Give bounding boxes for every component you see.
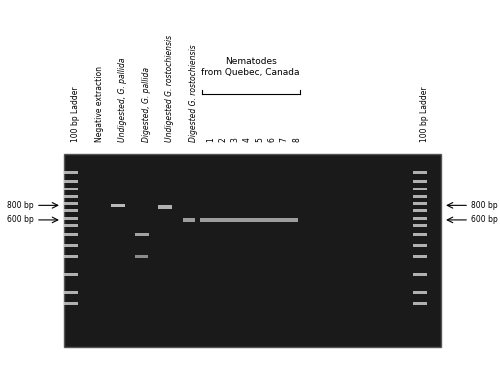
- FancyBboxPatch shape: [64, 188, 78, 190]
- FancyBboxPatch shape: [412, 209, 426, 212]
- Text: 6: 6: [268, 137, 276, 142]
- Text: 100 bp Ladder: 100 bp Ladder: [71, 86, 80, 142]
- Text: 600 bp: 600 bp: [472, 215, 498, 225]
- FancyBboxPatch shape: [412, 302, 426, 305]
- FancyBboxPatch shape: [412, 202, 426, 205]
- FancyBboxPatch shape: [64, 291, 78, 294]
- Text: Nematodes
from Quebec, Canada: Nematodes from Quebec, Canada: [202, 57, 300, 77]
- Text: Undigested G. rostochiensis: Undigested G. rostochiensis: [166, 34, 174, 142]
- FancyBboxPatch shape: [64, 244, 78, 247]
- Text: 5: 5: [256, 137, 264, 142]
- Text: 7: 7: [280, 137, 289, 142]
- FancyBboxPatch shape: [274, 218, 286, 222]
- Text: 600 bp: 600 bp: [7, 215, 34, 225]
- FancyBboxPatch shape: [412, 273, 426, 276]
- FancyBboxPatch shape: [200, 218, 212, 222]
- FancyBboxPatch shape: [412, 217, 426, 219]
- FancyBboxPatch shape: [183, 218, 195, 222]
- FancyBboxPatch shape: [237, 218, 249, 222]
- FancyBboxPatch shape: [212, 218, 224, 222]
- FancyBboxPatch shape: [64, 180, 78, 183]
- FancyBboxPatch shape: [286, 218, 298, 222]
- Text: 3: 3: [231, 137, 240, 142]
- FancyBboxPatch shape: [412, 244, 426, 247]
- Text: 4: 4: [243, 137, 252, 142]
- FancyBboxPatch shape: [136, 255, 148, 258]
- FancyBboxPatch shape: [64, 171, 78, 174]
- FancyBboxPatch shape: [412, 188, 426, 190]
- FancyBboxPatch shape: [412, 171, 426, 174]
- Text: 8: 8: [292, 137, 301, 142]
- FancyBboxPatch shape: [158, 206, 172, 209]
- Text: 800 bp: 800 bp: [7, 201, 34, 210]
- FancyBboxPatch shape: [262, 218, 274, 222]
- Text: 2: 2: [218, 137, 228, 142]
- FancyBboxPatch shape: [412, 180, 426, 183]
- Text: Digested G. rostochiensis: Digested G. rostochiensis: [189, 44, 198, 142]
- FancyBboxPatch shape: [412, 233, 426, 236]
- FancyBboxPatch shape: [412, 195, 426, 198]
- FancyBboxPatch shape: [64, 255, 78, 258]
- FancyBboxPatch shape: [64, 195, 78, 198]
- Text: 1: 1: [206, 137, 216, 142]
- FancyBboxPatch shape: [64, 202, 78, 205]
- FancyBboxPatch shape: [224, 218, 237, 222]
- Text: Undigested, G. pallida: Undigested, G. pallida: [118, 57, 128, 142]
- FancyBboxPatch shape: [249, 218, 262, 222]
- FancyBboxPatch shape: [64, 209, 78, 212]
- FancyBboxPatch shape: [64, 155, 441, 348]
- FancyBboxPatch shape: [412, 255, 426, 258]
- Text: 800 bp: 800 bp: [472, 201, 498, 210]
- FancyBboxPatch shape: [64, 217, 78, 219]
- Text: Negative extraction: Negative extraction: [95, 66, 104, 142]
- FancyBboxPatch shape: [64, 302, 78, 305]
- FancyBboxPatch shape: [412, 291, 426, 294]
- FancyBboxPatch shape: [64, 233, 78, 236]
- FancyBboxPatch shape: [412, 224, 426, 227]
- FancyBboxPatch shape: [64, 224, 78, 227]
- FancyBboxPatch shape: [111, 204, 126, 207]
- Text: 100 bp Ladder: 100 bp Ladder: [420, 86, 428, 142]
- FancyBboxPatch shape: [135, 233, 149, 236]
- FancyBboxPatch shape: [64, 273, 78, 276]
- Text: Digested, G. pallida: Digested, G. pallida: [142, 67, 151, 142]
